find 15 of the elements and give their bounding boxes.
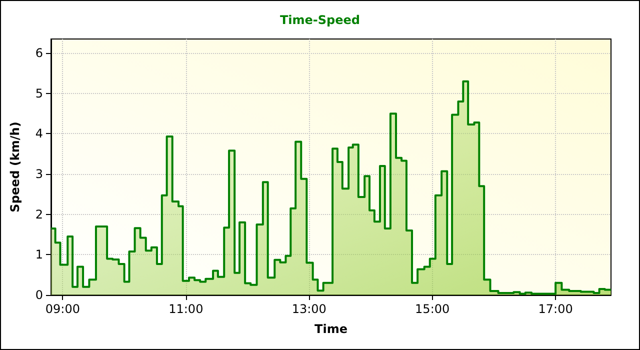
y-tick-label: 3 [35, 167, 43, 182]
x-tick-label: 09:00 [45, 302, 80, 316]
y-tick-label: 5 [35, 86, 43, 100]
x-tick-label: 17:00 [538, 302, 573, 316]
y-tick-label: 4 [35, 126, 43, 141]
x-tick-label: 13:00 [292, 302, 326, 316]
x-tick-label: 15:00 [415, 302, 450, 316]
chart-title: Time-Speed [280, 13, 360, 27]
y-tick-label: 2 [35, 207, 43, 222]
y-tick-label: 6 [35, 46, 43, 60]
y-tick-label: 0 [35, 288, 43, 302]
x-tick-label: 11:00 [168, 302, 204, 316]
y-axis-title: Speed (km/h) [8, 122, 22, 212]
x-axis-title: Time [314, 322, 348, 336]
y-tick-label: 1 [35, 248, 43, 262]
